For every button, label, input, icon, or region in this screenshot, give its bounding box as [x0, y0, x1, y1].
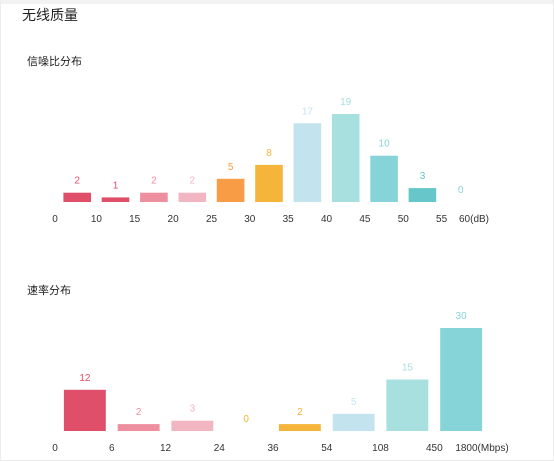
bar-8	[370, 155, 398, 202]
bar-6	[386, 379, 429, 431]
x-tick-label-6: 35	[283, 214, 295, 225]
bar-7	[440, 328, 483, 431]
x-tick-label-7: 40	[321, 214, 333, 225]
bar-value-label-6: 15	[402, 363, 414, 374]
x-tick-label-8: 1800(Mbps)	[455, 443, 508, 454]
bar-value-label-7: 19	[340, 97, 352, 108]
x-tick-label-6: 108	[372, 443, 389, 454]
bar-value-label-8: 10	[379, 139, 391, 150]
x-tick-label-4: 25	[206, 214, 218, 225]
x-tick-label-5: 30	[244, 214, 256, 225]
x-tick-label-10: 55	[436, 214, 448, 225]
bar-4	[278, 424, 321, 431]
x-tick-label-8: 45	[359, 214, 371, 225]
snr-chart-title: 信噪比分布	[27, 56, 82, 68]
bar-value-label-0: 12	[79, 373, 91, 384]
x-tick-label-11: 60(dB)	[459, 214, 489, 225]
x-tick-label-3: 24	[214, 443, 226, 454]
bar-value-label-7: 30	[456, 311, 468, 322]
bar-4	[216, 178, 245, 202]
top-strip	[0, 0, 554, 4]
bar-3	[178, 192, 207, 202]
bar-0	[63, 192, 91, 202]
x-tick-label-1: 10	[91, 214, 103, 225]
bar-value-label-4: 5	[228, 162, 234, 173]
x-tick-label-4: 36	[267, 443, 279, 454]
bar-value-label-2: 3	[190, 404, 196, 415]
bar-value-label-4: 2	[297, 407, 303, 418]
bar-value-label-5: 8	[266, 148, 272, 159]
bar-5	[255, 164, 283, 202]
bar-1	[117, 424, 160, 431]
bar-0	[63, 389, 106, 431]
bar-value-label-9: 3	[420, 171, 426, 182]
bar-1	[101, 197, 130, 202]
bar-value-label-1: 2	[136, 407, 142, 418]
x-tick-label-2: 12	[160, 443, 172, 454]
x-tick-label-0: 0	[52, 443, 58, 454]
bar-value-label-10: 0	[458, 185, 464, 196]
rate-chart-title: 速率分布	[27, 285, 71, 297]
bar-7	[331, 114, 360, 202]
bar-value-label-6: 17	[302, 106, 314, 117]
bar-value-label-5: 5	[351, 397, 357, 408]
bar-value-label-0: 2	[74, 176, 80, 187]
bar-value-label-3: 2	[190, 176, 196, 187]
bar-5	[332, 413, 375, 431]
bar-2	[140, 192, 168, 202]
bar-value-label-3: 0	[243, 414, 249, 425]
x-tick-label-1: 6	[109, 443, 115, 454]
x-tick-label-2: 15	[129, 214, 141, 225]
x-tick-label-0: 0	[52, 214, 58, 225]
bar-6	[293, 123, 322, 202]
bar-2	[171, 420, 214, 431]
bar-9	[408, 188, 437, 202]
x-tick-label-9: 50	[398, 214, 410, 225]
bar-value-label-1: 1	[113, 180, 119, 191]
x-tick-label-5: 54	[321, 443, 333, 454]
x-tick-label-3: 20	[168, 214, 180, 225]
panel-title: 无线质量	[22, 7, 78, 23]
x-tick-label-7: 450	[426, 443, 443, 454]
bar-value-label-2: 2	[151, 176, 157, 187]
